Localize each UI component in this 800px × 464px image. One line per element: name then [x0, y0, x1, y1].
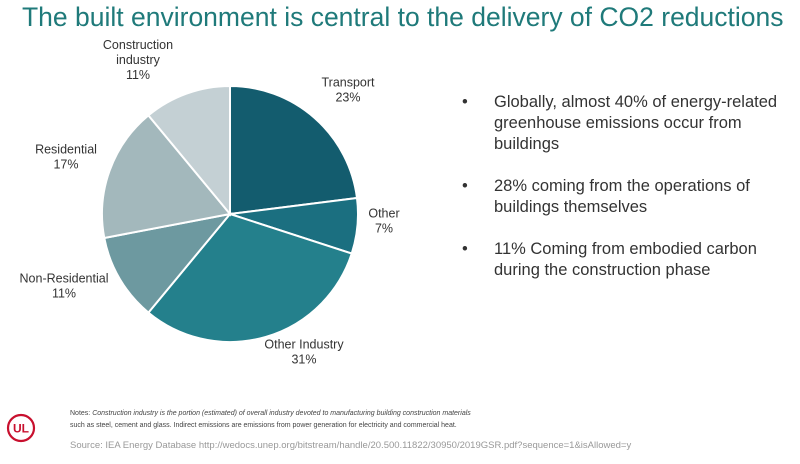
notes-rest: such as steel, cement and glass. Indirec… — [70, 422, 457, 429]
notes: Notes: Construction industry is the port… — [70, 408, 490, 432]
bullet-dot: • — [462, 177, 468, 195]
pie-value-label: 17% — [53, 158, 78, 172]
pie-value-label: 31% — [291, 353, 316, 367]
pie-slice-non-residential — [103, 212, 233, 315]
logo-text: UL — [13, 422, 29, 436]
notes-emphasis: Construction industry is the portion (es… — [92, 410, 471, 417]
bullet-text: 28% coming from the operations of buildi… — [494, 177, 750, 216]
bullet-text: Globally, almost 40% of energy-related g… — [494, 93, 778, 153]
bullet-item: • Globally, almost 40% of energy-related… — [462, 92, 792, 155]
source-citation: Source: IEA Energy Database http://wedoc… — [70, 440, 632, 451]
notes-prefix: Notes: — [70, 410, 93, 417]
pie-category-label: Other Industry — [264, 338, 344, 352]
pie-slice-other-industry — [147, 212, 354, 343]
pie-value-label: 23% — [335, 91, 360, 105]
pie-value-label: 7% — [375, 222, 393, 236]
pie-category-label: industry — [116, 53, 161, 67]
page-title: The built environment is central to the … — [22, 2, 784, 32]
ul-logo: UL — [6, 413, 36, 443]
bullet-dot: • — [462, 240, 468, 258]
bullet-text: 11% Coming from embodied carbon during t… — [494, 240, 757, 279]
pie-slice-residential — [101, 113, 232, 240]
pie-category-label: Residential — [35, 143, 97, 157]
pie-slice-transport — [229, 84, 359, 216]
pie-slice-construction-industry — [147, 84, 231, 217]
pie-category-label: Transport — [321, 76, 375, 90]
bullet-item: • 11% Coming from embodied carbon during… — [462, 239, 792, 281]
pie-value-label: 11% — [126, 68, 150, 82]
pie-category-label: Non-Residential — [20, 272, 109, 286]
bullet-dot: • — [462, 93, 468, 111]
pie-value-label: 11% — [52, 287, 76, 301]
bullet-list: • Globally, almost 40% of energy-related… — [462, 92, 792, 302]
logo-ring — [6, 413, 36, 443]
bullet-item: • 28% coming from the operations of buil… — [462, 176, 792, 218]
pie-category-label: Other — [368, 207, 399, 221]
pie-category-label: Construction — [103, 38, 173, 52]
